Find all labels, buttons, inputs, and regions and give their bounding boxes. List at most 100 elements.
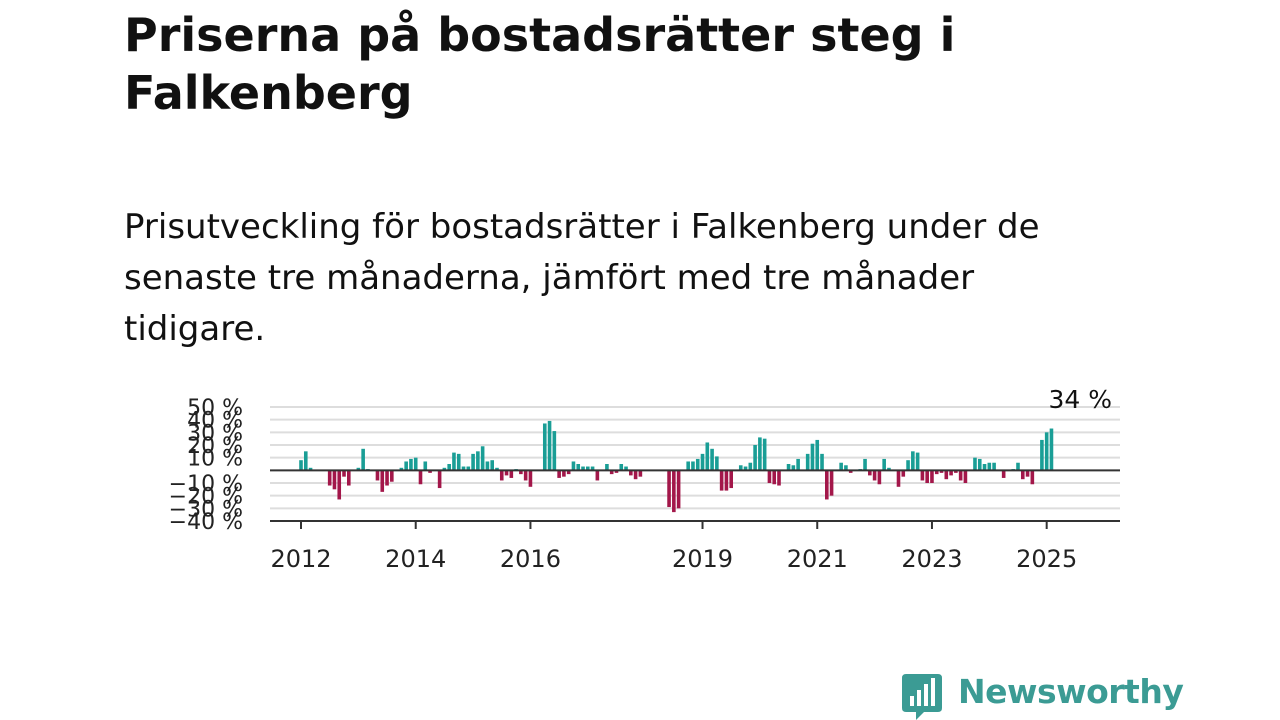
y-tick-label: 10 % xyxy=(187,447,243,472)
bar xyxy=(519,470,523,475)
bar xyxy=(356,467,361,471)
annotations: 34 % xyxy=(1048,385,1112,414)
bar xyxy=(1040,439,1044,471)
bar xyxy=(829,470,834,496)
bar xyxy=(452,452,456,471)
bar xyxy=(982,464,987,471)
x-tick-label: 2012 xyxy=(270,545,331,573)
bar xyxy=(695,458,700,471)
bar xyxy=(609,470,614,475)
bar xyxy=(476,451,480,471)
bar xyxy=(1016,462,1020,471)
bar xyxy=(590,466,595,471)
bar xyxy=(390,470,394,482)
bar xyxy=(499,470,504,481)
bar xyxy=(954,470,958,473)
bar xyxy=(987,462,992,471)
bar xyxy=(729,470,733,489)
bar xyxy=(930,470,934,483)
bar xyxy=(399,467,404,471)
bar xyxy=(911,451,915,471)
bar xyxy=(581,466,585,471)
bar xyxy=(466,466,471,471)
chart-subtitle: Prisutveckling för bostadsrätter i Falke… xyxy=(124,207,1040,349)
bar xyxy=(815,439,820,471)
bar xyxy=(586,466,590,471)
bar xyxy=(614,470,619,473)
bar xyxy=(949,470,953,476)
bar xyxy=(906,460,910,471)
bar xyxy=(762,438,767,471)
bar xyxy=(882,458,886,471)
bar xyxy=(629,470,633,476)
bar xyxy=(877,470,882,485)
bar xyxy=(796,458,800,471)
bar xyxy=(719,470,724,491)
bar xyxy=(633,470,638,480)
bar xyxy=(715,456,719,471)
brand-name: Newsworthy xyxy=(958,672,1184,711)
chart-title: Priserna på bostadsrätter steg i Falkenb… xyxy=(124,8,956,120)
bar xyxy=(977,458,982,471)
y-tick-label: 20 % xyxy=(187,434,243,459)
bar xyxy=(915,452,920,471)
bar xyxy=(595,470,600,481)
bar xyxy=(308,467,313,471)
bar xyxy=(576,464,581,471)
bar xyxy=(777,470,781,486)
bar xyxy=(605,464,609,471)
grid-lines xyxy=(270,406,1120,522)
bar xyxy=(738,465,743,471)
x-tick-label: 2019 xyxy=(672,545,733,573)
x-tick-label: 2014 xyxy=(385,545,446,573)
bar xyxy=(347,470,351,486)
bar xyxy=(863,458,867,471)
bar xyxy=(753,445,757,471)
bar xyxy=(342,470,346,477)
bar xyxy=(901,470,906,477)
bar xyxy=(868,470,872,476)
bar xyxy=(791,465,796,471)
bar xyxy=(758,437,762,471)
bar xyxy=(748,462,753,471)
bar xyxy=(528,470,533,487)
bar xyxy=(944,470,949,480)
bar xyxy=(571,461,576,471)
bar xyxy=(825,470,829,500)
bar xyxy=(418,470,423,485)
bar xyxy=(385,470,389,486)
bar xyxy=(523,470,528,481)
bar xyxy=(963,470,968,483)
bar xyxy=(332,470,337,490)
x-tick-label: 2016 xyxy=(500,545,561,573)
bar xyxy=(547,420,552,471)
bar xyxy=(566,470,571,475)
bar xyxy=(624,466,628,471)
bar xyxy=(839,462,843,471)
bar xyxy=(480,446,485,471)
bar xyxy=(380,470,385,492)
bar xyxy=(724,470,729,491)
bar xyxy=(456,453,461,471)
bar xyxy=(461,466,466,471)
bar xyxy=(767,470,772,483)
bar xyxy=(872,470,877,481)
bar xyxy=(562,470,566,477)
bar xyxy=(805,453,810,471)
bar xyxy=(423,461,428,471)
bar xyxy=(504,470,509,476)
bar xyxy=(925,470,929,483)
bar xyxy=(1001,470,1006,478)
bar xyxy=(992,462,996,471)
y-tick-labels: −40 %−30 %−20 %−10 %10 %20 %30 %40 %50 % xyxy=(169,396,243,535)
bar xyxy=(409,458,413,471)
y-tick-label: 50 % xyxy=(187,396,243,421)
bar xyxy=(820,453,824,471)
bar xyxy=(495,467,499,471)
bar xyxy=(1025,470,1030,477)
bar xyxy=(705,442,710,471)
bar xyxy=(676,470,681,509)
bar xyxy=(810,443,815,471)
bar xyxy=(710,448,714,471)
